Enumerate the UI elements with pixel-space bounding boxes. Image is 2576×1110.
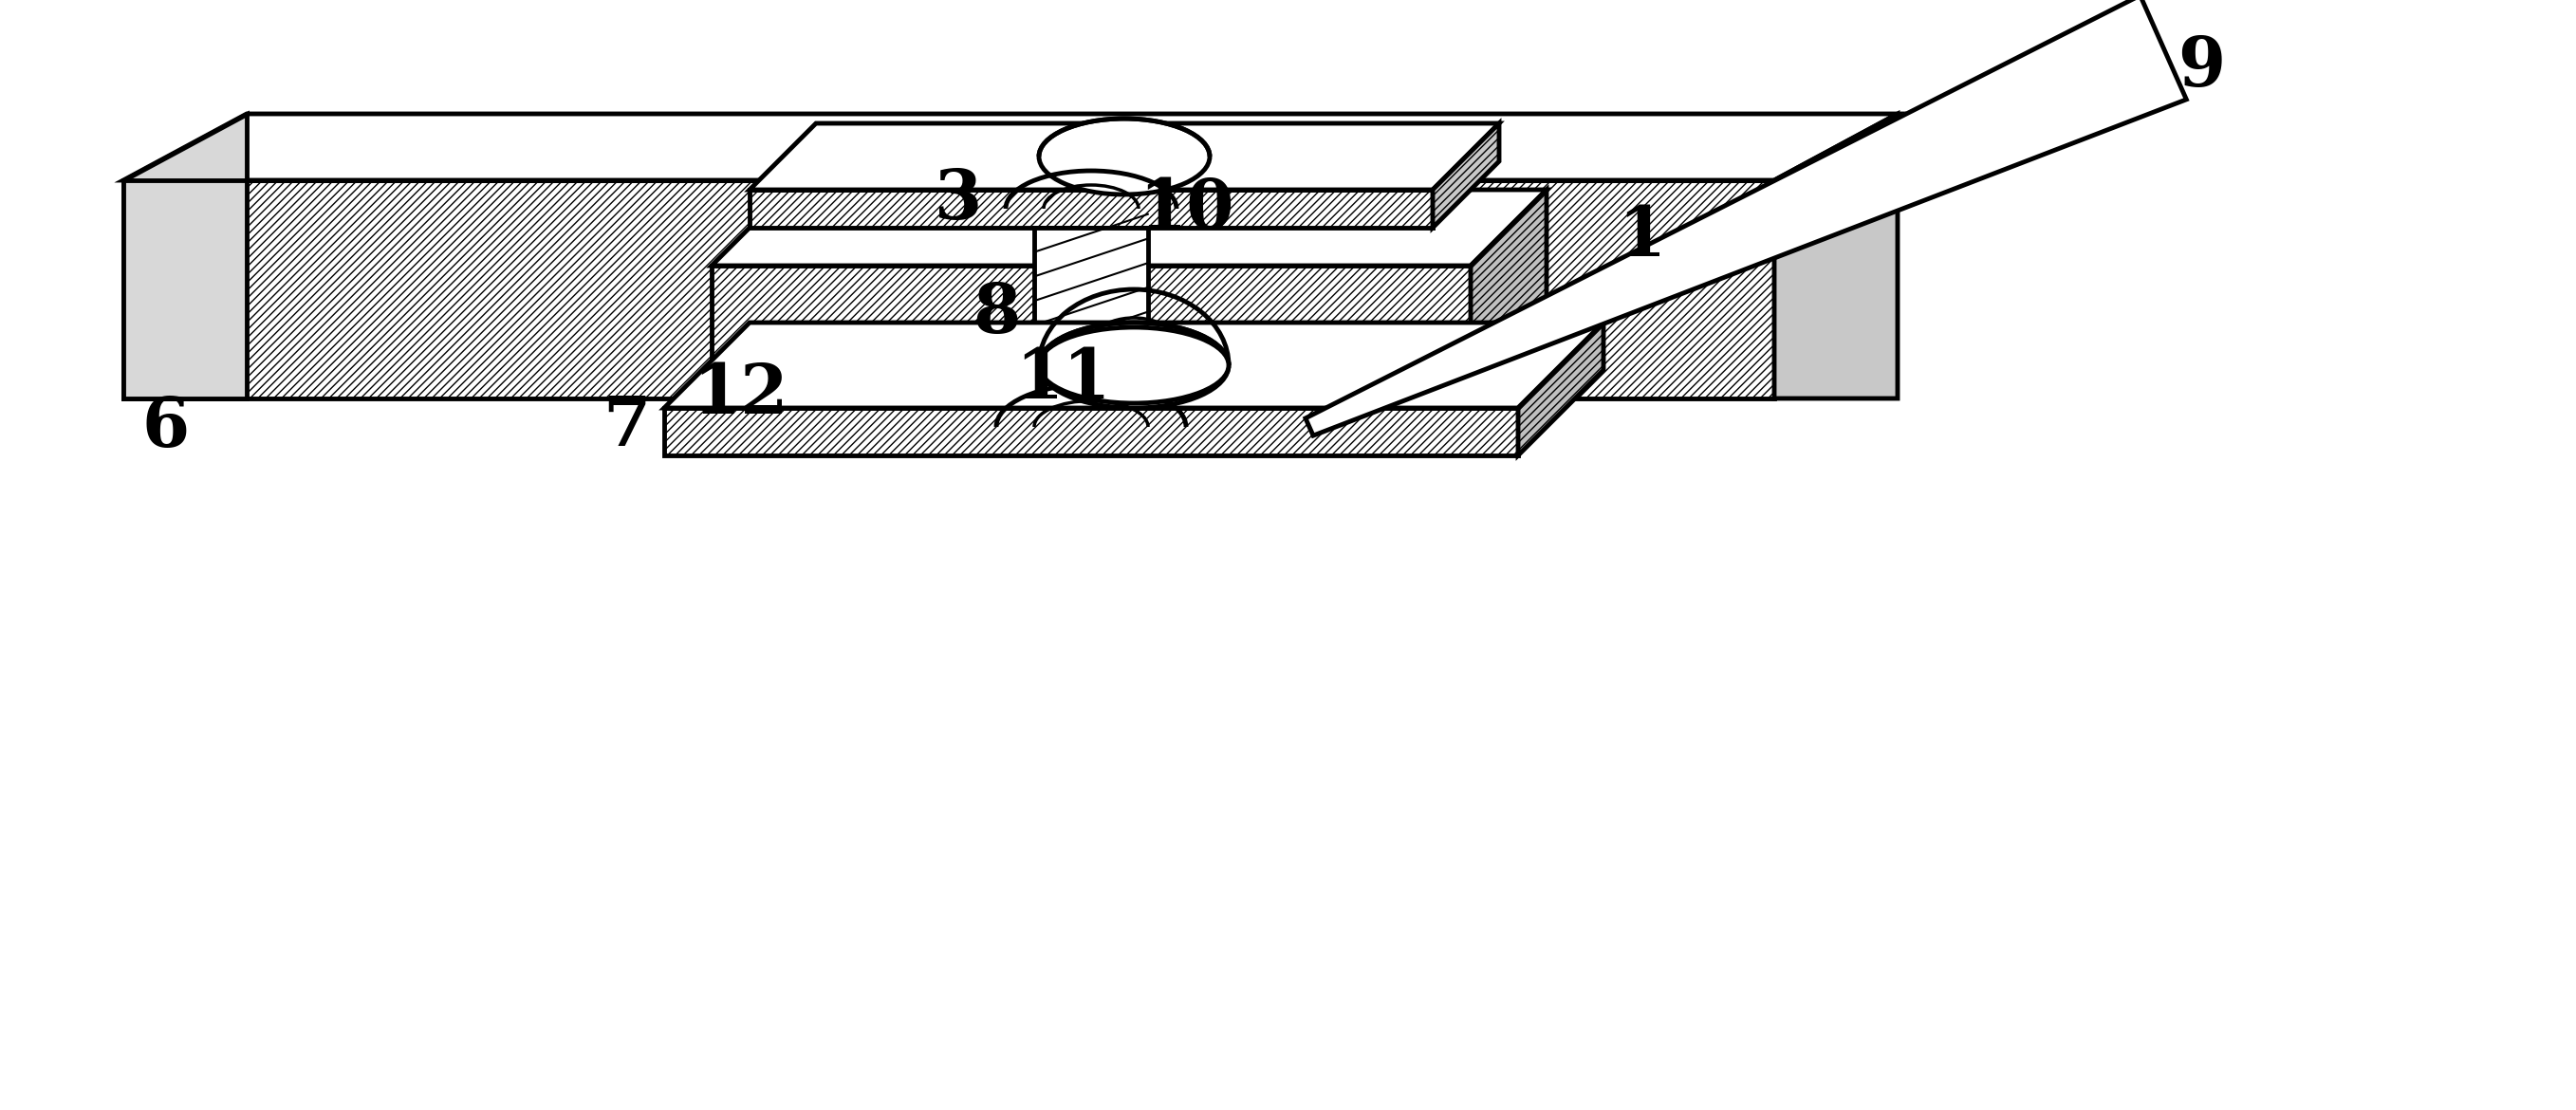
Polygon shape [750,123,1499,190]
Ellipse shape [1038,323,1229,408]
Ellipse shape [1038,119,1211,194]
Text: 3: 3 [935,165,981,233]
Text: 8: 8 [971,280,1020,346]
Polygon shape [124,114,247,398]
Text: 11: 11 [1015,346,1110,413]
Text: 7: 7 [603,393,649,461]
Polygon shape [750,190,1432,228]
Polygon shape [1306,0,2187,435]
Text: 10: 10 [1139,175,1234,242]
Polygon shape [124,114,1899,180]
Ellipse shape [1038,327,1229,403]
Polygon shape [711,190,1546,265]
Polygon shape [665,408,1517,455]
Polygon shape [1432,123,1499,228]
Polygon shape [1517,323,1602,455]
Text: 6: 6 [142,393,191,461]
Text: 9: 9 [2177,32,2226,100]
Polygon shape [665,323,1602,408]
Polygon shape [1033,228,1149,398]
Polygon shape [124,180,1775,398]
Text: 1: 1 [1618,203,1664,271]
Text: 12: 12 [693,360,788,427]
Polygon shape [1775,114,1899,398]
Polygon shape [711,265,1471,380]
Polygon shape [1471,190,1546,380]
